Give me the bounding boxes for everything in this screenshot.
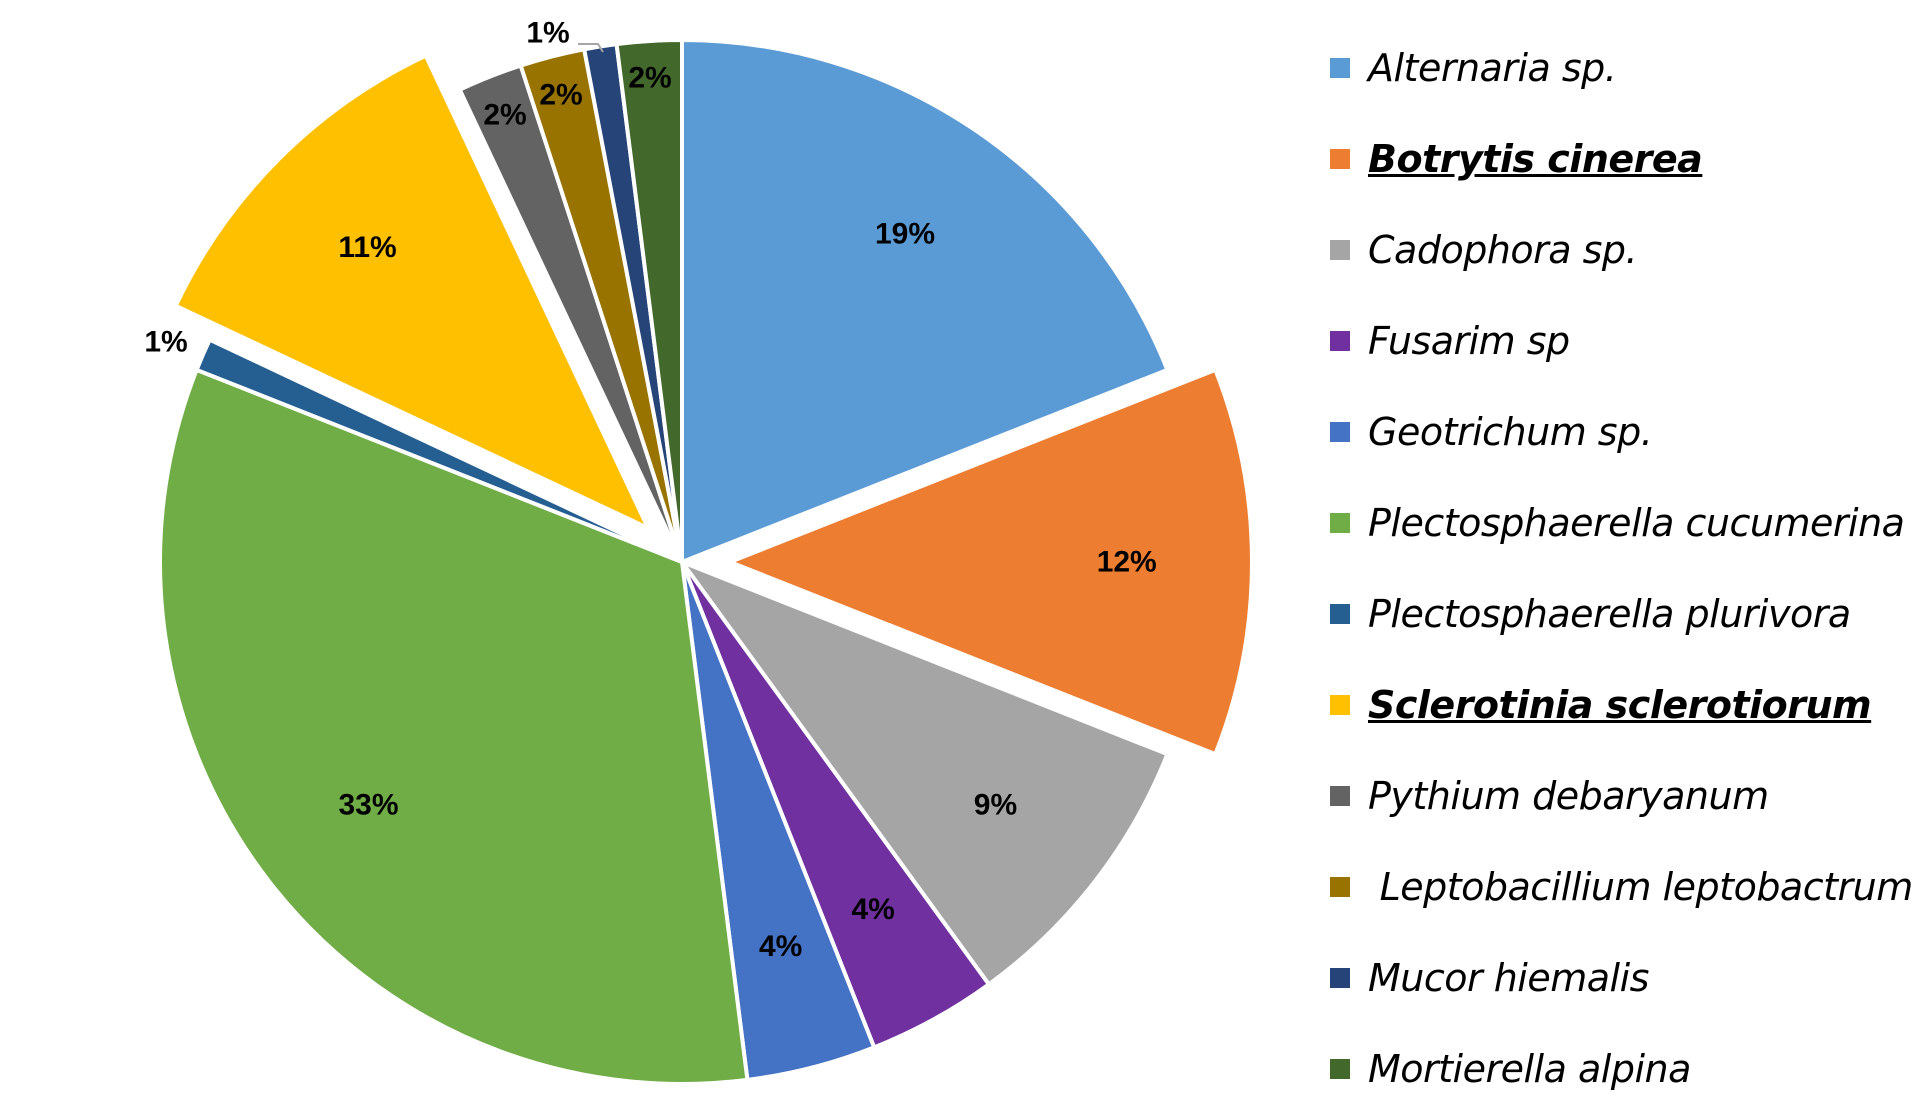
legend-swatch [1330,239,1350,260]
data-label-leptobacillium-leptobactrum: 2% [539,79,582,112]
legend-swatch [1330,785,1350,806]
pie-slice-cadophora-sp [680,560,1170,987]
data-label-sclerotinia-sclerotiorum: 11% [338,231,396,264]
legend-item-plectosphaerella-cucumerina: Plectosphaerella cucumerina [1320,477,1920,568]
legend-label: Mucor hiemalis [1368,955,1649,1000]
legend-label: Plectosphaerella plurivora [1368,591,1851,636]
legend-item-cadophora-sp: Cadophora sp. [1320,204,1920,295]
legend-swatch [1330,148,1350,169]
legend-swatch [1330,512,1350,533]
legend-item-sclerotinia-sclerotiorum: Sclerotinia sclerotiorum [1320,659,1920,750]
data-label-geotrichum-sp: 4% [759,930,802,963]
legend-swatch [1330,57,1350,78]
legend-item-plectosphaerella-plurivora: Plectosphaerella plurivora [1320,568,1920,659]
legend-item-fusarim-sp: Fusarim sp [1320,295,1920,386]
pie-slices [158,38,1254,1086]
data-label-cadophora-sp: 9% [974,789,1017,822]
pie-slice-plectosphaerella-cucumerina [158,367,750,1086]
legend-label: Fusarim sp [1368,318,1570,363]
data-label-mortierella-alpina: 2% [628,62,671,95]
legend-item-alternaria-sp: Alternaria sp. [1320,22,1920,113]
legend-item-botrytis-cinerea: Botrytis cinerea [1320,113,1920,204]
legend-label: Geotrichum sp. [1368,409,1653,454]
legend-item-mucor-hiemalis: Mucor hiemalis [1320,932,1920,1023]
pie-data-labels: 19% 12% 9% 4% 4% 33% 1% 11% 2% 2% 1% 2% [144,17,1156,963]
legend-swatch [1330,603,1350,624]
legend-label: Alternaria sp. [1368,45,1617,90]
legend-swatch [1330,694,1350,715]
data-label-pythium-debaryanum: 2% [483,99,526,132]
legend-swatch [1330,421,1350,442]
data-label-plectosphaerella-plurivora: 1% [144,326,187,359]
legend-label: Mortierella alpina [1368,1046,1691,1091]
legend-item-mortierella-alpina: Mortierella alpina [1320,1023,1920,1114]
pie-slice-sclerotinia-sclerotiorum [173,53,651,531]
data-label-botrytis-cinerea: 12% [1097,546,1157,579]
legend-item-pythium-debaryanum: Pythium debaryanum [1320,750,1920,841]
legend-label: Plectosphaerella cucumerina [1368,500,1905,545]
pie-slice-mortierella-alpina [614,38,684,564]
leader-line-mucor-hiemalis [578,43,604,53]
pie-slice-alternaria-sp [680,38,1170,564]
pie-slice-plectosphaerella-plurivora [194,337,684,564]
legend-swatch [1330,876,1350,897]
data-label-fusarim-sp: 4% [851,893,894,926]
data-label-plectosphaerella-cucumerina: 33% [339,789,399,822]
legend-label: Pythium debaryanum [1368,773,1769,818]
chart-legend: Alternaria sp. Botrytis cinerea Cadophora … [1320,22,1920,1114]
data-label-alternaria-sp: 19% [875,217,935,250]
legend-label: Cadophora sp. [1368,227,1638,272]
legend-swatch [1330,1058,1350,1079]
legend-swatch [1330,330,1350,351]
legend-item-leptobacillium-leptobactrum: Leptobacillium leptobactrum [1320,841,1920,932]
legend-item-geotrichum-sp: Geotrichum sp. [1320,386,1920,477]
legend-label: Leptobacillium leptobactrum [1368,864,1914,909]
leader-lines [578,43,604,53]
legend-label: Sclerotinia sclerotiorum [1368,682,1872,727]
pie-slice-botrytis-cinerea [728,367,1254,757]
data-label-mucor-hiemalis: 1% [526,17,569,50]
legend-swatch [1330,967,1350,988]
legend-label: Botrytis cinerea [1368,136,1703,181]
